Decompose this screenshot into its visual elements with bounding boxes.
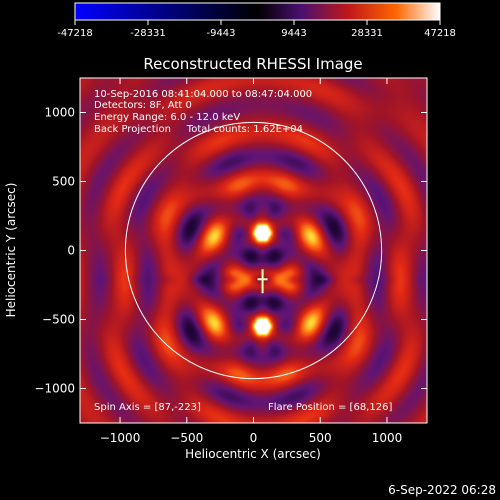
- y-axis-label: Heliocentric Y (arcsec): [4, 183, 18, 318]
- colorbar-tick-label: 9443: [281, 28, 306, 39]
- x-axis-label: Heliocentric X (arcsec): [185, 447, 321, 461]
- y-tick-label: 500: [52, 175, 75, 189]
- info-energy-range: Energy Range: 6.0 - 12.0 keV: [94, 112, 240, 123]
- colorbar-tick-label: 28331: [351, 28, 383, 39]
- generation-timestamp: 6-Sep-2022 06:28: [388, 483, 496, 497]
- x-tick-label: −500: [170, 431, 203, 445]
- colorbar-tick-label: -47218: [57, 28, 92, 39]
- colorbar-tick-label: -28331: [130, 28, 165, 39]
- heatmap-image: [80, 78, 427, 423]
- x-tick-label: −1000: [100, 431, 141, 445]
- solar-limb: [124, 121, 383, 380]
- y-tick-label: 1000: [44, 106, 75, 120]
- x-tick-label: 0: [250, 431, 258, 445]
- colorbar-tick-label: 47218: [424, 28, 456, 39]
- info-method-counts: Back Projection Total counts: 1.62E+04: [94, 124, 303, 135]
- y-tick-label: −500: [42, 313, 75, 327]
- x-tick-label: 500: [309, 431, 332, 445]
- info-block: 10-Sep-2016 08:41:04.000 to 08:47:04.000…: [94, 89, 312, 135]
- y-tick-label: −1000: [34, 382, 75, 396]
- y-tick-label: 0: [67, 244, 75, 258]
- chart-title: Reconstructed RHESSI Image: [143, 55, 362, 73]
- colorbar-gradient: [74, 2, 441, 21]
- info-time-range: 10-Sep-2016 08:41:04.000 to 08:47:04.000: [94, 89, 312, 100]
- spin-axis-label: Spin Axis = [87,-223]: [94, 402, 201, 413]
- colorbar-tick-label: -9443: [206, 28, 235, 39]
- axis-ticks: −1000 −500 0 500 1000 −1000 −500 0 500 1000: [34, 78, 427, 445]
- colorbar-ticks: -47218 -28331 -9443 9443 28331 47218: [57, 20, 456, 39]
- flare-position-marker: [257, 269, 268, 294]
- plot-area: −1000 −500 0 500 1000 −1000 −500 0 500 1000: [34, 77, 428, 445]
- info-detectors: Detectors: 8F, Att 0: [94, 100, 192, 111]
- colorbar: -47218 -28331 -9443 9443 28331 47218: [57, 2, 456, 39]
- flare-position-label: Flare Position = [68,126]: [268, 402, 392, 413]
- x-tick-label: 1000: [372, 431, 403, 445]
